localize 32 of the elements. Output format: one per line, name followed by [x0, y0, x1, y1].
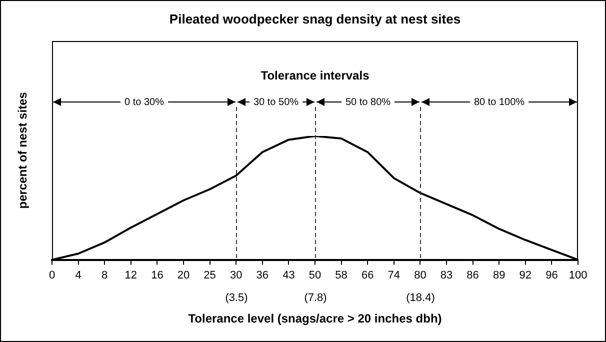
x-tick-label: 12 [124, 269, 138, 282]
text: 80 to 100% [474, 96, 525, 108]
x-axis-title: Tolerance level (snags/acre > 20 inches dbh) [188, 311, 442, 326]
x-tick-label: 100 [568, 269, 588, 282]
x-tick-label: 50 [308, 269, 322, 282]
x-tick-label: 30 [230, 269, 242, 282]
x-tick-label: 20 [177, 269, 190, 282]
text: 0 to 30% [124, 96, 164, 108]
x-tick-label: 92 [519, 269, 532, 282]
x-tick-label: 74 [388, 269, 400, 282]
x-tick-label: 4 [75, 269, 82, 282]
x-tick-label: 16 [151, 269, 164, 282]
chart-title: Pileated woodpecker snag density at nest sites [169, 12, 461, 27]
x-tick-label: 8 [102, 269, 108, 282]
x-tick-label: 43 [282, 269, 295, 282]
text: 50 to 80% [345, 96, 391, 108]
text: (7.8) [304, 292, 327, 304]
x-tick-label: 86 [466, 269, 479, 282]
text: Tolerance intervals [260, 68, 370, 82]
y-axis-title: percent of nest sites [15, 92, 30, 209]
text: 30 to 50% [253, 96, 299, 108]
x-tick-label: 36 [256, 269, 269, 282]
x-tick-label: 66 [361, 269, 374, 282]
x-tick-label: 25 [204, 269, 216, 282]
text: (3.5) [225, 292, 248, 304]
text: (18.4) [406, 292, 435, 304]
x-tick-label: 83 [440, 269, 453, 282]
x-tick-label: 96 [546, 269, 558, 282]
x-tick-label: 58 [335, 269, 348, 282]
x-tick-label: 89 [492, 269, 506, 282]
x-tick-label: 80 [414, 269, 426, 282]
x-tick-label: 0 [48, 269, 56, 282]
